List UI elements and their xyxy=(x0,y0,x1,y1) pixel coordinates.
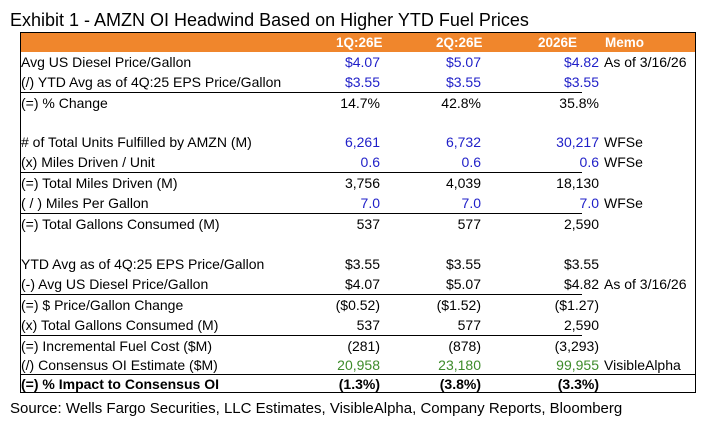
cell-2q26e: 0.6 xyxy=(461,154,481,170)
table-header-bar xyxy=(21,33,695,52)
cell-2026e: 0.6 xyxy=(579,154,599,170)
cell-2q26e: 577 xyxy=(457,216,481,232)
cell-2026e: ($1.27) xyxy=(554,297,599,313)
cell-memo: WFSe xyxy=(604,134,643,150)
table-row: (=) $ Price/Gallon Change ($0.52) ($1.52… xyxy=(21,296,695,315)
cell-2026e: $4.82 xyxy=(563,54,599,70)
table-row: Avg US Diesel Price/Gallon $4.07 $5.07 $… xyxy=(21,53,695,72)
cell-2026e: 2,590 xyxy=(563,216,599,232)
cell-2q26e: (3.8%) xyxy=(439,376,481,392)
table-row: ( / ) Miles Per Gallon 7.0 7.0 7.0 WFSe xyxy=(21,194,695,213)
source-note: Source: Wells Fargo Securities, LLC Esti… xyxy=(10,400,623,417)
header-col-memo: Memo xyxy=(605,35,645,50)
cell-1q26e: 20,958 xyxy=(337,357,380,373)
cell-2q26e: $3.55 xyxy=(445,256,481,272)
cell-2026e: 99,955 xyxy=(556,357,599,373)
cell-1q26e: 3,756 xyxy=(344,175,380,191)
cell-2026e: (3,293) xyxy=(554,338,599,354)
table-row: (=) % Change 14.7% 42.8% 35.8% xyxy=(21,94,695,113)
row-label: # of Total Units Fulfilled by AMZN (M) xyxy=(21,134,252,150)
row-label: (=) Total Miles Driven (M) xyxy=(21,175,178,191)
table-frame xyxy=(20,32,696,393)
row-label: (=) % Change xyxy=(21,95,108,111)
cell-1q26e: (281) xyxy=(347,338,380,354)
cell-2q26e: 577 xyxy=(457,317,481,333)
header-col-1q26e: 1Q:26E xyxy=(336,35,383,50)
table-row: (=) Total Gallons Consumed (M) 537 577 2… xyxy=(21,215,695,234)
table-row-total: (=) % Impact to Consensus OI (1.3%) (3.8… xyxy=(21,375,695,394)
row-label: (=) Incremental Fuel Cost ($M) xyxy=(21,338,212,354)
row-divider xyxy=(21,335,582,336)
cell-2026e: 30,217 xyxy=(556,134,599,150)
table-row: # of Total Units Fulfilled by AMZN (M) 6… xyxy=(21,133,695,152)
cell-2026e: $3.55 xyxy=(563,74,599,90)
table-row: (x) Miles Driven / Unit 0.6 0.6 0.6 WFSe xyxy=(21,153,695,172)
row-divider xyxy=(21,374,695,375)
cell-memo: As of 3/16/26 xyxy=(604,54,687,70)
row-label: (x) Total Gallons Consumed (M) xyxy=(21,317,219,333)
row-divider xyxy=(21,92,582,93)
cell-1q26e: 0.6 xyxy=(360,154,380,170)
row-divider xyxy=(21,172,582,173)
row-label: (x) Miles Driven / Unit xyxy=(21,154,155,170)
cell-2q26e: 23,180 xyxy=(438,357,481,373)
row-label: (/) Consensus OI Estimate ($M) xyxy=(21,357,218,373)
cell-2q26e: $3.55 xyxy=(445,74,481,90)
row-label: ( / ) Miles Per Gallon xyxy=(21,195,149,211)
cell-2q26e: $5.07 xyxy=(445,276,481,292)
cell-2q26e: $5.07 xyxy=(445,54,481,70)
cell-2026e: 18,130 xyxy=(556,175,599,191)
cell-2026e: $4.82 xyxy=(563,276,599,292)
cell-2026e: (3.3%) xyxy=(557,376,599,392)
cell-2q26e: 6,732 xyxy=(445,134,481,150)
cell-memo: WFSe xyxy=(604,154,643,170)
header-col-2026e: 2026E xyxy=(538,35,578,50)
cell-2q26e: ($1.52) xyxy=(436,297,481,313)
cell-1q26e: 14.7% xyxy=(340,95,380,111)
table-row: (/) Consensus OI Estimate ($M) 20,958 23… xyxy=(21,356,695,375)
table-row: (/) YTD Avg as of 4Q:25 EPS Price/Gallon… xyxy=(21,73,695,92)
cell-1q26e: $4.07 xyxy=(344,276,380,292)
cell-2026e: 2,590 xyxy=(563,317,599,333)
cell-memo: WFSe xyxy=(604,195,643,211)
cell-1q26e: (1.3%) xyxy=(338,376,380,392)
cell-2026e: 7.0 xyxy=(579,195,599,211)
cell-memo: As of 3/16/26 xyxy=(604,276,687,292)
cell-1q26e: 6,261 xyxy=(344,134,380,150)
table-row: YTD Avg as of 4Q:25 EPS Price/Gallon $3.… xyxy=(21,255,695,274)
row-label: YTD Avg as of 4Q:25 EPS Price/Gallon xyxy=(21,256,265,272)
row-label: (/) YTD Avg as of 4Q:25 EPS Price/Gallon xyxy=(21,74,282,90)
cell-2q26e: (878) xyxy=(448,338,481,354)
table-row: (x) Total Gallons Consumed (M) 537 577 2… xyxy=(21,316,695,335)
cell-2q26e: 7.0 xyxy=(461,195,481,211)
cell-1q26e: 537 xyxy=(356,317,380,333)
row-label: Avg US Diesel Price/Gallon xyxy=(21,54,192,70)
row-label: (=) $ Price/Gallon Change xyxy=(21,297,184,313)
cell-2q26e: 4,039 xyxy=(445,175,481,191)
cell-1q26e: ($0.52) xyxy=(335,297,380,313)
row-label: (=) Total Gallons Consumed (M) xyxy=(21,216,220,232)
row-label: (-) Avg US Diesel Price/Gallon xyxy=(21,276,209,292)
cell-2026e: $3.55 xyxy=(563,256,599,272)
row-divider xyxy=(21,213,582,214)
cell-2026e: 35.8% xyxy=(559,95,599,111)
cell-1q26e: $4.07 xyxy=(344,54,380,70)
row-label: (=) % Impact to Consensus OI xyxy=(21,376,219,392)
row-divider xyxy=(21,294,582,295)
table-row: (=) Incremental Fuel Cost ($M) (281) (87… xyxy=(21,337,695,356)
cell-2q26e: 42.8% xyxy=(441,95,481,111)
table-row: (-) Avg US Diesel Price/Gallon $4.07 $5.… xyxy=(21,275,695,294)
cell-memo: VisibleAlpha xyxy=(604,357,681,373)
header-col-2q26e: 2Q:26E xyxy=(436,35,483,50)
cell-1q26e: 537 xyxy=(356,216,380,232)
cell-1q26e: 7.0 xyxy=(360,195,380,211)
table-row: (=) Total Miles Driven (M) 3,756 4,039 1… xyxy=(21,174,695,193)
cell-1q26e: $3.55 xyxy=(344,74,380,90)
exhibit-title: Exhibit 1 - AMZN OI Headwind Based on Hi… xyxy=(10,10,529,30)
cell-1q26e: $3.55 xyxy=(344,256,380,272)
